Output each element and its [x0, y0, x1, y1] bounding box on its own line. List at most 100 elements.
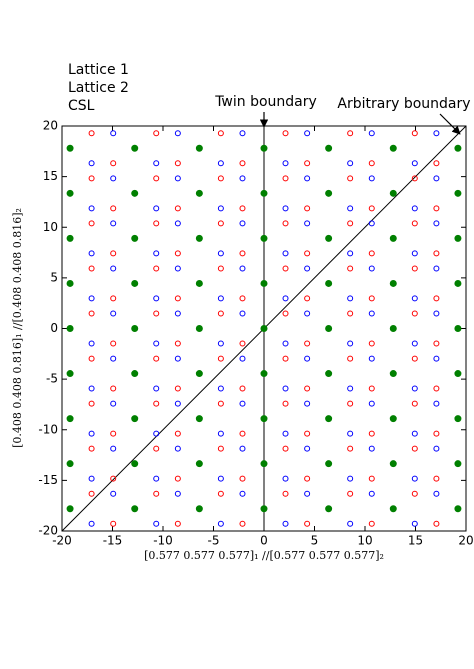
data-point	[304, 445, 311, 452]
data-point	[174, 130, 181, 137]
data-point	[131, 370, 139, 378]
data-point	[368, 250, 375, 257]
data-point	[88, 445, 95, 452]
data-point	[88, 520, 95, 527]
data-point	[88, 355, 95, 362]
data-point	[347, 250, 354, 257]
data-point	[174, 430, 181, 437]
data-point	[153, 310, 160, 317]
data-point	[411, 355, 418, 362]
data-point	[304, 385, 311, 392]
data-point	[110, 310, 117, 317]
data-point	[368, 430, 375, 437]
data-point	[217, 520, 224, 527]
data-point	[347, 340, 354, 347]
data-point	[454, 370, 462, 378]
data-point	[304, 310, 311, 317]
data-point	[368, 310, 375, 317]
data-point	[131, 234, 139, 242]
data-point	[454, 279, 462, 287]
data-point	[433, 175, 440, 182]
data-point	[411, 385, 418, 392]
data-point	[454, 460, 462, 468]
legend-entry: Lattice 2	[68, 80, 129, 96]
x-tick-label: -20	[52, 534, 72, 548]
data-point	[174, 385, 181, 392]
data-point	[217, 130, 224, 137]
data-point	[174, 475, 181, 482]
data-point	[282, 445, 289, 452]
data-point	[153, 175, 160, 182]
data-point	[389, 279, 397, 287]
data-point	[347, 220, 354, 227]
data-point	[304, 160, 311, 167]
y-tick-label: 10	[43, 220, 58, 234]
data-point	[389, 144, 397, 152]
data-point	[195, 234, 203, 242]
data-point	[304, 265, 311, 272]
data-point	[239, 430, 246, 437]
annotation: Arbitrary boundary	[337, 96, 470, 112]
data-point	[217, 340, 224, 347]
data-point	[110, 445, 117, 452]
data-point	[282, 340, 289, 347]
data-point	[325, 234, 333, 242]
data-point	[174, 310, 181, 317]
data-point	[260, 234, 268, 242]
data-point	[88, 160, 95, 167]
data-point	[110, 400, 117, 407]
data-point	[217, 445, 224, 452]
data-point	[411, 520, 418, 527]
data-point	[368, 130, 375, 137]
legend-entry: CSL	[68, 98, 95, 114]
data-point	[433, 520, 440, 527]
data-point	[153, 355, 160, 362]
data-point	[239, 385, 246, 392]
y-tick-label: -10	[38, 422, 58, 436]
data-point	[368, 475, 375, 482]
data-point	[131, 189, 139, 197]
data-point	[389, 234, 397, 242]
data-point	[433, 160, 440, 167]
data-point	[153, 475, 160, 482]
x-axis-label: [0.577 0.577 0.577]₁ //[0.577 0.577 0.57…	[144, 549, 384, 562]
data-point	[411, 130, 418, 137]
data-point	[217, 400, 224, 407]
data-point	[174, 355, 181, 362]
data-point	[368, 220, 375, 227]
data-point	[411, 475, 418, 482]
data-point	[153, 130, 160, 137]
data-point	[88, 400, 95, 407]
data-point	[66, 234, 74, 242]
data-point	[66, 415, 74, 423]
data-point	[217, 220, 224, 227]
data-point	[411, 400, 418, 407]
data-point	[260, 505, 268, 513]
data-point	[368, 265, 375, 272]
data-point	[195, 505, 203, 513]
data-point	[239, 265, 246, 272]
data-point	[282, 430, 289, 437]
data-point	[110, 355, 117, 362]
data-point	[153, 445, 160, 452]
data-point	[217, 160, 224, 167]
data-point	[304, 205, 311, 212]
data-point	[174, 265, 181, 272]
data-point	[217, 265, 224, 272]
y-tick-label: -15	[38, 473, 58, 487]
data-point	[66, 370, 74, 378]
data-point	[195, 415, 203, 423]
data-point	[217, 430, 224, 437]
data-point	[282, 220, 289, 227]
data-point	[260, 279, 268, 287]
data-point	[195, 460, 203, 468]
data-point	[217, 310, 224, 317]
data-point	[411, 430, 418, 437]
data-point	[239, 445, 246, 452]
data-point	[304, 295, 311, 302]
data-point	[368, 445, 375, 452]
data-point	[260, 415, 268, 423]
data-point	[174, 295, 181, 302]
data-point	[153, 250, 160, 257]
data-point	[260, 325, 268, 332]
